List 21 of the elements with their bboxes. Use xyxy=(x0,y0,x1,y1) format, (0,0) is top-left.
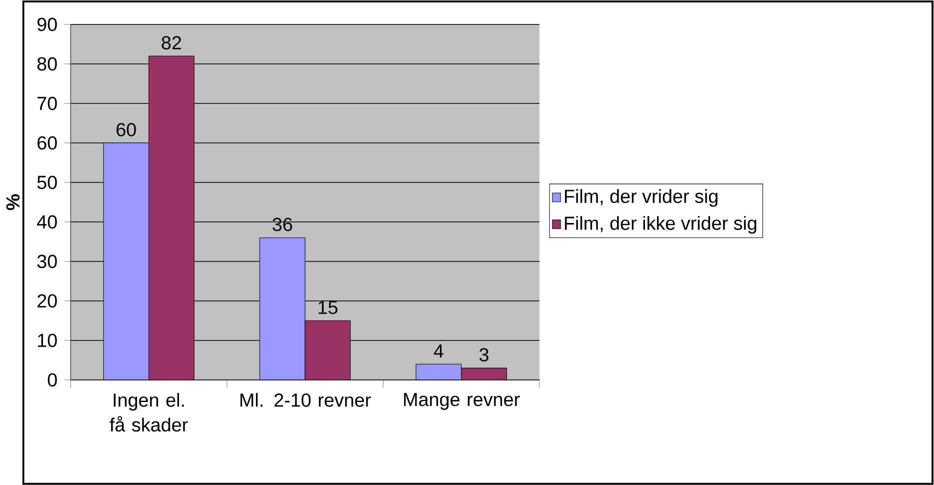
data-label: 4 xyxy=(434,344,444,358)
y-tick-label: 60 xyxy=(38,136,57,150)
y-tick-label: 80 xyxy=(37,57,57,70)
data-label: 60 xyxy=(116,122,136,136)
y-tick-label: 0 xyxy=(48,373,57,386)
data-label: 82 xyxy=(162,36,182,50)
y-tick-label: 20 xyxy=(38,294,57,308)
data-label: 15 xyxy=(318,300,338,314)
y-tick-label: 10 xyxy=(38,334,57,347)
legend-label: Film, der ikke vrider sig xyxy=(564,216,756,234)
y-tick-label: 50 xyxy=(37,176,57,189)
y-tick-label: 70 xyxy=(38,96,57,110)
y-axis-title: % xyxy=(6,194,20,210)
y-tick-label: 30 xyxy=(37,254,57,268)
x-tick-label: Ml. 2-10 revner xyxy=(240,392,371,407)
x-tick-label: Mange revner xyxy=(404,392,520,410)
data-label: 3 xyxy=(479,348,488,362)
legend-label: Film, der vrider sig xyxy=(564,188,718,207)
y-tick-label: 90 xyxy=(37,18,57,31)
y-tick-label: 40 xyxy=(37,215,57,228)
x-tick-label: Ingen el. få skader xyxy=(110,392,188,432)
